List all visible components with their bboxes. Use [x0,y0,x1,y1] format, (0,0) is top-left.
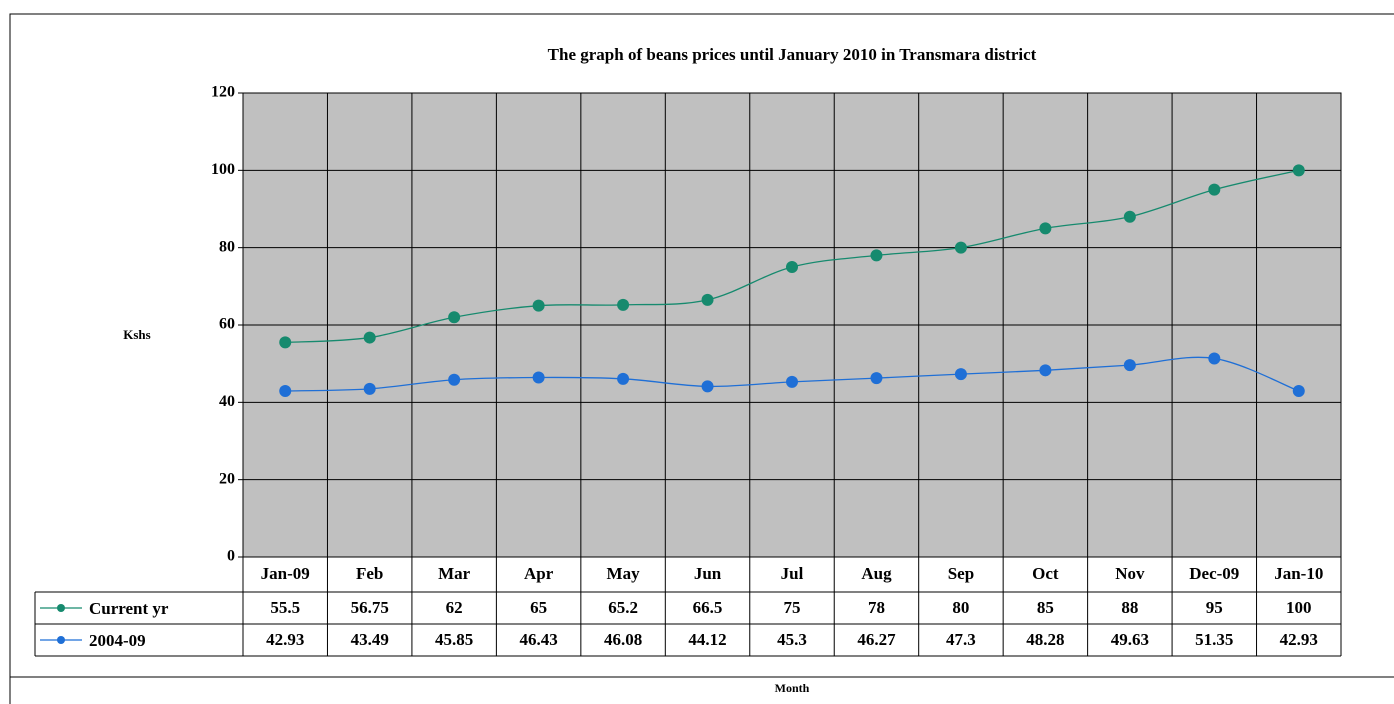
point [617,298,630,311]
point [279,336,292,349]
y-tick-label: 0 [227,548,235,565]
table-value: 49.63 [1111,630,1149,649]
point [532,299,545,312]
x-tick-label: Jun [694,564,722,583]
x-tick-label: Aug [861,564,892,583]
point [363,382,376,395]
y-axis-label: Kshs [123,327,150,342]
point [1123,359,1136,372]
point [1208,352,1221,365]
point [1123,210,1136,223]
point [701,293,714,306]
legend-label: 2004-09 [89,631,146,650]
x-tick-label: Jan-09 [261,564,310,583]
point [1208,183,1221,196]
table-value: 48.28 [1026,630,1064,649]
x-tick-label: Dec-09 [1189,564,1239,583]
point [1292,385,1305,398]
x-tick-label: Oct [1032,564,1059,583]
point [448,311,461,324]
table-value: 46.43 [519,630,557,649]
y-tick-label: 40 [219,393,235,410]
point [279,385,292,398]
x-tick-label: Mar [438,564,471,583]
x-tick-label: Feb [356,564,383,583]
table-value: 55.5 [270,598,300,617]
point [363,331,376,344]
x-tick-label: Nov [1115,564,1145,583]
point [448,373,461,386]
table-value: 47.3 [946,630,976,649]
point [617,372,630,385]
legend-marker [57,604,65,612]
table-value: 66.5 [693,598,723,617]
table-value: 51.35 [1195,630,1233,649]
point [1039,222,1052,235]
table-value: 42.93 [1280,630,1318,649]
point [954,241,967,254]
table-value: 65 [530,598,547,617]
point [954,368,967,381]
point [532,371,545,384]
table-value: 45.3 [777,630,807,649]
x-tick-label: Jul [781,564,804,583]
point [870,249,883,262]
table-value: 56.75 [351,598,389,617]
table-value: 65.2 [608,598,638,617]
table-value: 75 [784,598,801,617]
table-value: 44.12 [688,630,726,649]
y-tick-label: 80 [219,238,235,255]
point [1292,164,1305,177]
table-value: 62 [446,598,463,617]
point [1039,364,1052,377]
y-tick-label: 100 [211,161,235,178]
table-value: 80 [952,598,969,617]
legend-marker [57,636,65,644]
table-value: 85 [1037,598,1054,617]
y-tick-label: 120 [211,84,235,101]
x-tick-label: Sep [948,564,974,583]
table-value: 42.93 [266,630,304,649]
x-tick-label: Jan-10 [1274,564,1323,583]
x-axis-label: Month [775,681,810,695]
table-value: 88 [1121,598,1138,617]
chart-title: The graph of beans prices until January … [548,45,1037,64]
table-value: 45.85 [435,630,473,649]
point [870,372,883,385]
point [786,261,798,273]
y-tick-label: 60 [219,316,235,333]
table-value: 100 [1286,598,1312,617]
x-tick-label: Apr [524,564,554,583]
table-value: 46.08 [604,630,642,649]
y-tick-label: 20 [219,470,235,487]
x-tick-label: May [607,564,641,583]
legend-label: Current yr [89,599,169,618]
table-value: 78 [868,598,885,617]
point [701,380,714,393]
point [786,375,798,388]
table-value: 43.49 [351,630,389,649]
table-value: 95 [1206,598,1223,617]
table-value: 46.27 [857,630,896,649]
